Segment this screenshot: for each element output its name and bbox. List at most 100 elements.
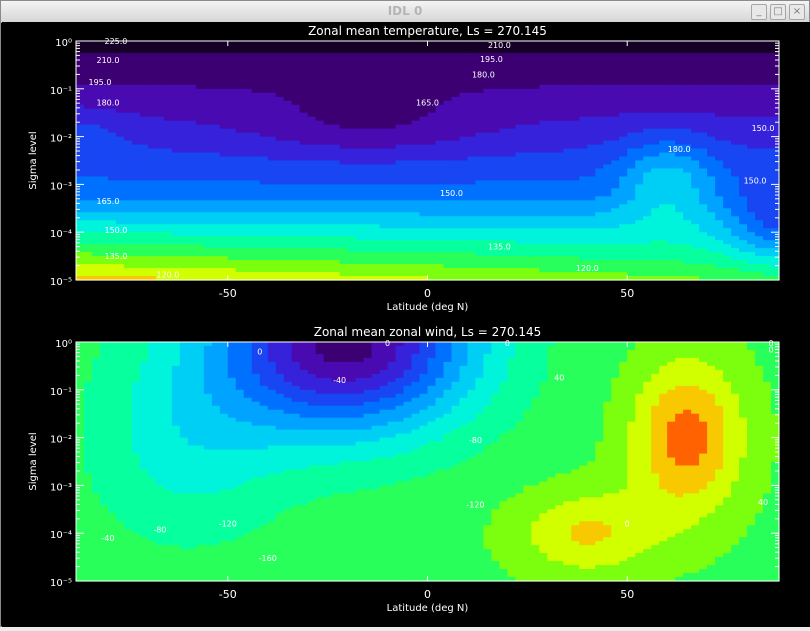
contour-cell	[171, 56, 181, 62]
contour-cell	[443, 152, 453, 158]
contour-cell	[331, 88, 341, 94]
contour-cell	[363, 72, 373, 78]
contour-cell	[115, 120, 125, 126]
contour-cell	[515, 168, 524, 174]
contour-cell	[459, 240, 469, 245]
contour-cell	[307, 120, 317, 126]
contour-cell	[307, 84, 317, 90]
contour-cell	[379, 140, 389, 146]
contour-cell	[483, 228, 493, 233]
contour-cell	[635, 200, 644, 205]
contour-cell	[547, 228, 556, 233]
contour-cell	[211, 156, 221, 162]
window-titlebar[interactable]: IDL 0 _ □ ×	[1, 1, 809, 23]
contour-cell	[267, 252, 277, 257]
contour-cell	[99, 252, 109, 257]
contour-cell	[563, 176, 572, 182]
contour-cell	[355, 220, 365, 225]
contour-cell	[187, 232, 197, 237]
contour-cell	[179, 236, 189, 241]
contour-cell	[76, 148, 85, 154]
contour-cell	[707, 44, 716, 50]
contour-cell	[619, 120, 628, 126]
contour-cell	[691, 252, 700, 257]
contour-cell	[611, 88, 620, 94]
contour-cell	[571, 168, 580, 174]
contour-cell	[619, 128, 628, 134]
contour-cell	[363, 120, 373, 126]
contour-cell	[283, 128, 293, 134]
contour-cell	[387, 120, 397, 126]
contour-cell	[603, 216, 612, 221]
contour-cell	[243, 248, 253, 253]
contour-cell	[595, 228, 604, 233]
contour-cell	[627, 184, 636, 189]
contour-cell	[267, 228, 277, 233]
contour-cell	[659, 188, 668, 193]
contour-cell	[603, 124, 612, 130]
contour-cell	[291, 264, 301, 269]
contour-cell	[379, 180, 389, 185]
contour-cell	[307, 60, 317, 66]
contour-cell	[635, 164, 644, 170]
contour-cell	[555, 152, 564, 158]
minimize-button[interactable]: _	[751, 4, 767, 20]
contour-cell	[411, 92, 421, 98]
contour-cell	[587, 224, 596, 229]
contour-cell	[139, 188, 149, 193]
contour-cell	[595, 184, 604, 189]
close-button[interactable]: ×	[789, 4, 805, 20]
maximize-button[interactable]: □	[770, 4, 786, 20]
contour-cell	[427, 180, 437, 185]
contour-cell	[107, 192, 117, 197]
contour-cell	[131, 224, 141, 229]
contour-cell	[243, 140, 253, 146]
contour-cell	[283, 168, 293, 174]
contour-cell	[187, 196, 197, 201]
contour-cell	[99, 80, 109, 86]
contour-cell	[659, 272, 668, 277]
contour-cell	[723, 188, 732, 193]
contour-cell	[291, 80, 301, 86]
contour-cell	[507, 52, 516, 58]
contour-cell	[203, 196, 213, 201]
contour-cell	[363, 252, 373, 257]
contour-cell	[339, 48, 349, 54]
contour-cell	[347, 116, 357, 122]
contour-cell	[283, 64, 293, 70]
contour-cell	[387, 136, 397, 142]
contour-cell	[171, 132, 181, 138]
contour-cell	[691, 276, 700, 281]
contour-cell	[419, 84, 429, 90]
contour-cell	[395, 208, 405, 213]
contour-cell	[403, 140, 413, 146]
contour-cell	[315, 248, 325, 253]
contour-cell	[219, 272, 229, 277]
contour-cell	[611, 248, 620, 253]
contour-cell	[307, 56, 317, 62]
contour-cell	[355, 200, 365, 205]
contour-cell	[107, 52, 117, 58]
contour-cell	[171, 80, 181, 86]
contour-cell	[139, 52, 149, 58]
contour-cell	[579, 180, 588, 185]
contour-cell	[387, 60, 397, 66]
contour-cell	[491, 52, 500, 58]
contour-cell	[483, 120, 493, 126]
contour-cell	[707, 176, 716, 182]
contour-cell	[315, 92, 325, 98]
contour-cell	[371, 144, 381, 150]
contour-cell	[435, 232, 445, 237]
contour-cell	[275, 60, 285, 66]
contour-cell	[539, 256, 548, 261]
contour-cell	[651, 256, 660, 261]
contour-cell	[707, 216, 716, 221]
contour-cell	[275, 52, 285, 58]
contour-cell	[587, 232, 596, 237]
contour-cell	[587, 52, 596, 58]
contour-cell	[659, 76, 668, 82]
contour-cell	[683, 104, 692, 110]
contour-cell	[355, 140, 365, 146]
contour-cell	[523, 248, 532, 253]
contour-cell	[235, 224, 245, 229]
